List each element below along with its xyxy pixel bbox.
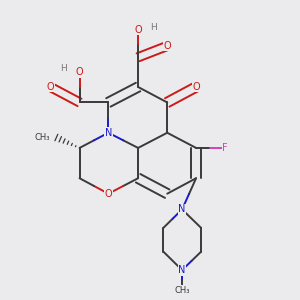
Text: F: F	[222, 143, 228, 153]
Text: O: O	[192, 82, 200, 92]
Text: CH₃: CH₃	[174, 286, 190, 295]
Text: O: O	[164, 41, 171, 51]
Text: H: H	[60, 64, 67, 73]
Text: O: O	[134, 25, 142, 34]
Text: N: N	[105, 128, 112, 138]
Text: H: H	[150, 23, 157, 32]
Text: N: N	[178, 265, 186, 275]
Text: N: N	[178, 204, 186, 214]
Text: O: O	[46, 82, 54, 92]
Text: O: O	[76, 67, 83, 77]
Text: CH₃: CH₃	[35, 133, 50, 142]
Text: O: O	[105, 189, 112, 199]
